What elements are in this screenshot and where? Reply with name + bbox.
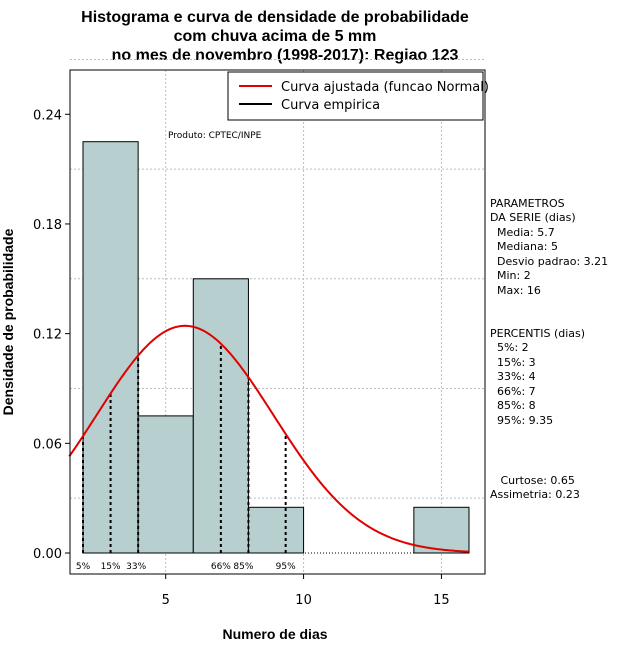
params-min: Min: 2 <box>490 269 531 282</box>
percentis-item: 33%: 4 <box>490 370 536 383</box>
params-media: Media: 5.7 <box>490 226 555 239</box>
y-tick-label: 0.18 <box>33 218 62 233</box>
y-tick-label: 0.00 <box>33 547 62 562</box>
product-annotation: Produto: CPTEC/INPE <box>168 131 262 141</box>
legend-label-fit: Curva ajustada (funcao Normal) <box>281 80 489 95</box>
params-desvio: Desvio padrao: 3.21 <box>490 255 608 268</box>
params-line: DA SERIE (dias) <box>490 211 576 224</box>
histogram-bar <box>413 506 470 554</box>
chart-title-line-2: com chuva acima de 5 mm <box>174 28 377 45</box>
percentile-label: 15% <box>101 562 121 572</box>
percentis-item: 15%: 3 <box>490 356 536 369</box>
percentile-label: 5% <box>76 562 91 572</box>
percentile-label: 85% <box>233 562 253 572</box>
stats-curtose: Curtose: 0.65 <box>490 474 575 487</box>
histogram-bar <box>137 415 194 554</box>
histogram-bar <box>192 278 249 554</box>
plot-frame <box>69 69 486 575</box>
legend-label-empirical: Curva empirica <box>281 98 380 113</box>
params-mediana: Mediana: 5 <box>490 240 558 253</box>
normal-curve <box>68 324 470 553</box>
axis-ticks: 0.00 0.06 0.12 0.18 0.24 5 10 15 <box>33 108 450 608</box>
percentile-label: 66% <box>211 562 231 572</box>
y-tick-label: 0.24 <box>33 108 62 123</box>
series-parameters: PARAMETROS DA SERIE (dias) Media: 5.7 Me… <box>490 197 608 297</box>
y-tick-label: 0.06 <box>33 437 62 452</box>
stats-assimetria: Assimetria: 0.23 <box>490 488 580 501</box>
chart-title-line-3: no mes de novembro (1998-2017): Regiao 1… <box>112 47 459 64</box>
x-tick-label: 10 <box>295 593 312 608</box>
x-axis-label: Numero de dias <box>222 626 327 642</box>
normal-curve-path <box>68 324 470 553</box>
percentiles-list: PERCENTIS (dias) 5%: 2 15%: 3 33%: 4 66%… <box>490 327 585 427</box>
x-tick-label: 15 <box>433 593 450 608</box>
y-axis-label: Densidade de probabilidade <box>0 228 16 415</box>
percentis-title: PERCENTIS (dias) <box>490 327 585 340</box>
params-max: Max: 16 <box>490 284 541 297</box>
side-panel: PARAMETROS DA SERIE (dias) Media: 5.7 Me… <box>490 197 608 501</box>
params-line: PARAMETROS <box>490 197 565 210</box>
percentile-label: 95% <box>276 562 296 572</box>
percentis-item: 5%: 2 <box>490 341 529 354</box>
shape-statistics: Curtose: 0.65 Assimetria: 0.23 <box>490 474 580 501</box>
legend-box <box>227 71 484 121</box>
percentile-label: 33% <box>126 562 146 572</box>
legend: Curva ajustada (funcao Normal) Curva emp… <box>227 71 489 121</box>
percentis-item: 85%: 8 <box>490 399 536 412</box>
percentis-item: 66%: 7 <box>490 385 536 398</box>
chart-title-line-1: Histograma e curva de densidade de proba… <box>81 9 469 26</box>
percentis-item: 95%: 9.35 <box>490 414 553 427</box>
percentile-lines: 5% 15% 33% 66% 85% 95% <box>76 343 296 572</box>
x-tick-label: 5 <box>162 593 170 608</box>
histogram-bar <box>247 506 305 554</box>
y-tick-label: 0.12 <box>33 328 62 343</box>
